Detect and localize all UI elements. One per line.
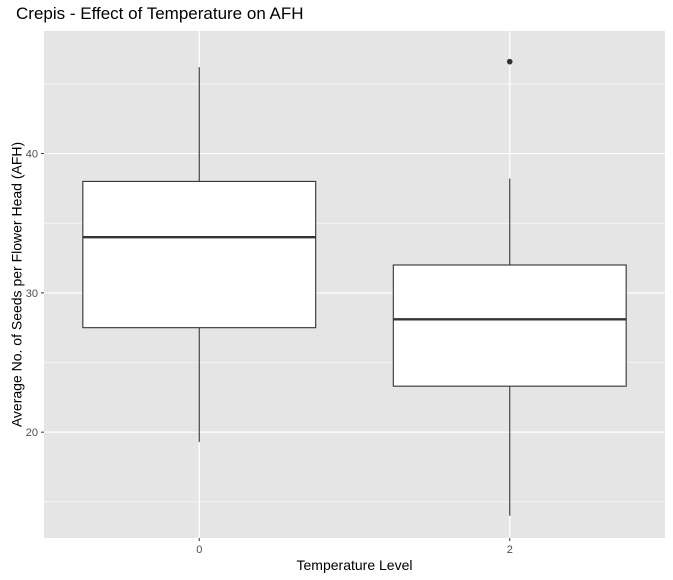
y-tick-label: 30 (26, 288, 38, 300)
box-body (392, 264, 627, 387)
y-axis-title: Average No. of Seeds per Flower Head (AF… (9, 142, 25, 427)
x-axis-title: Temperature Level (297, 557, 413, 573)
x-tick-label: 0 (196, 544, 202, 556)
boxes (82, 58, 627, 516)
axes: 20 30 40 0 2 (26, 149, 513, 556)
outlier-point (506, 58, 513, 65)
box-2 (392, 58, 627, 516)
y-tick-label: 20 (26, 427, 38, 439)
x-tick-label: 2 (507, 544, 513, 556)
box-0 (82, 67, 317, 442)
y-tick-label: 40 (26, 149, 38, 161)
chart-title: Crepis - Effect of Temperature on AFH (16, 4, 304, 23)
box-body (82, 180, 317, 329)
